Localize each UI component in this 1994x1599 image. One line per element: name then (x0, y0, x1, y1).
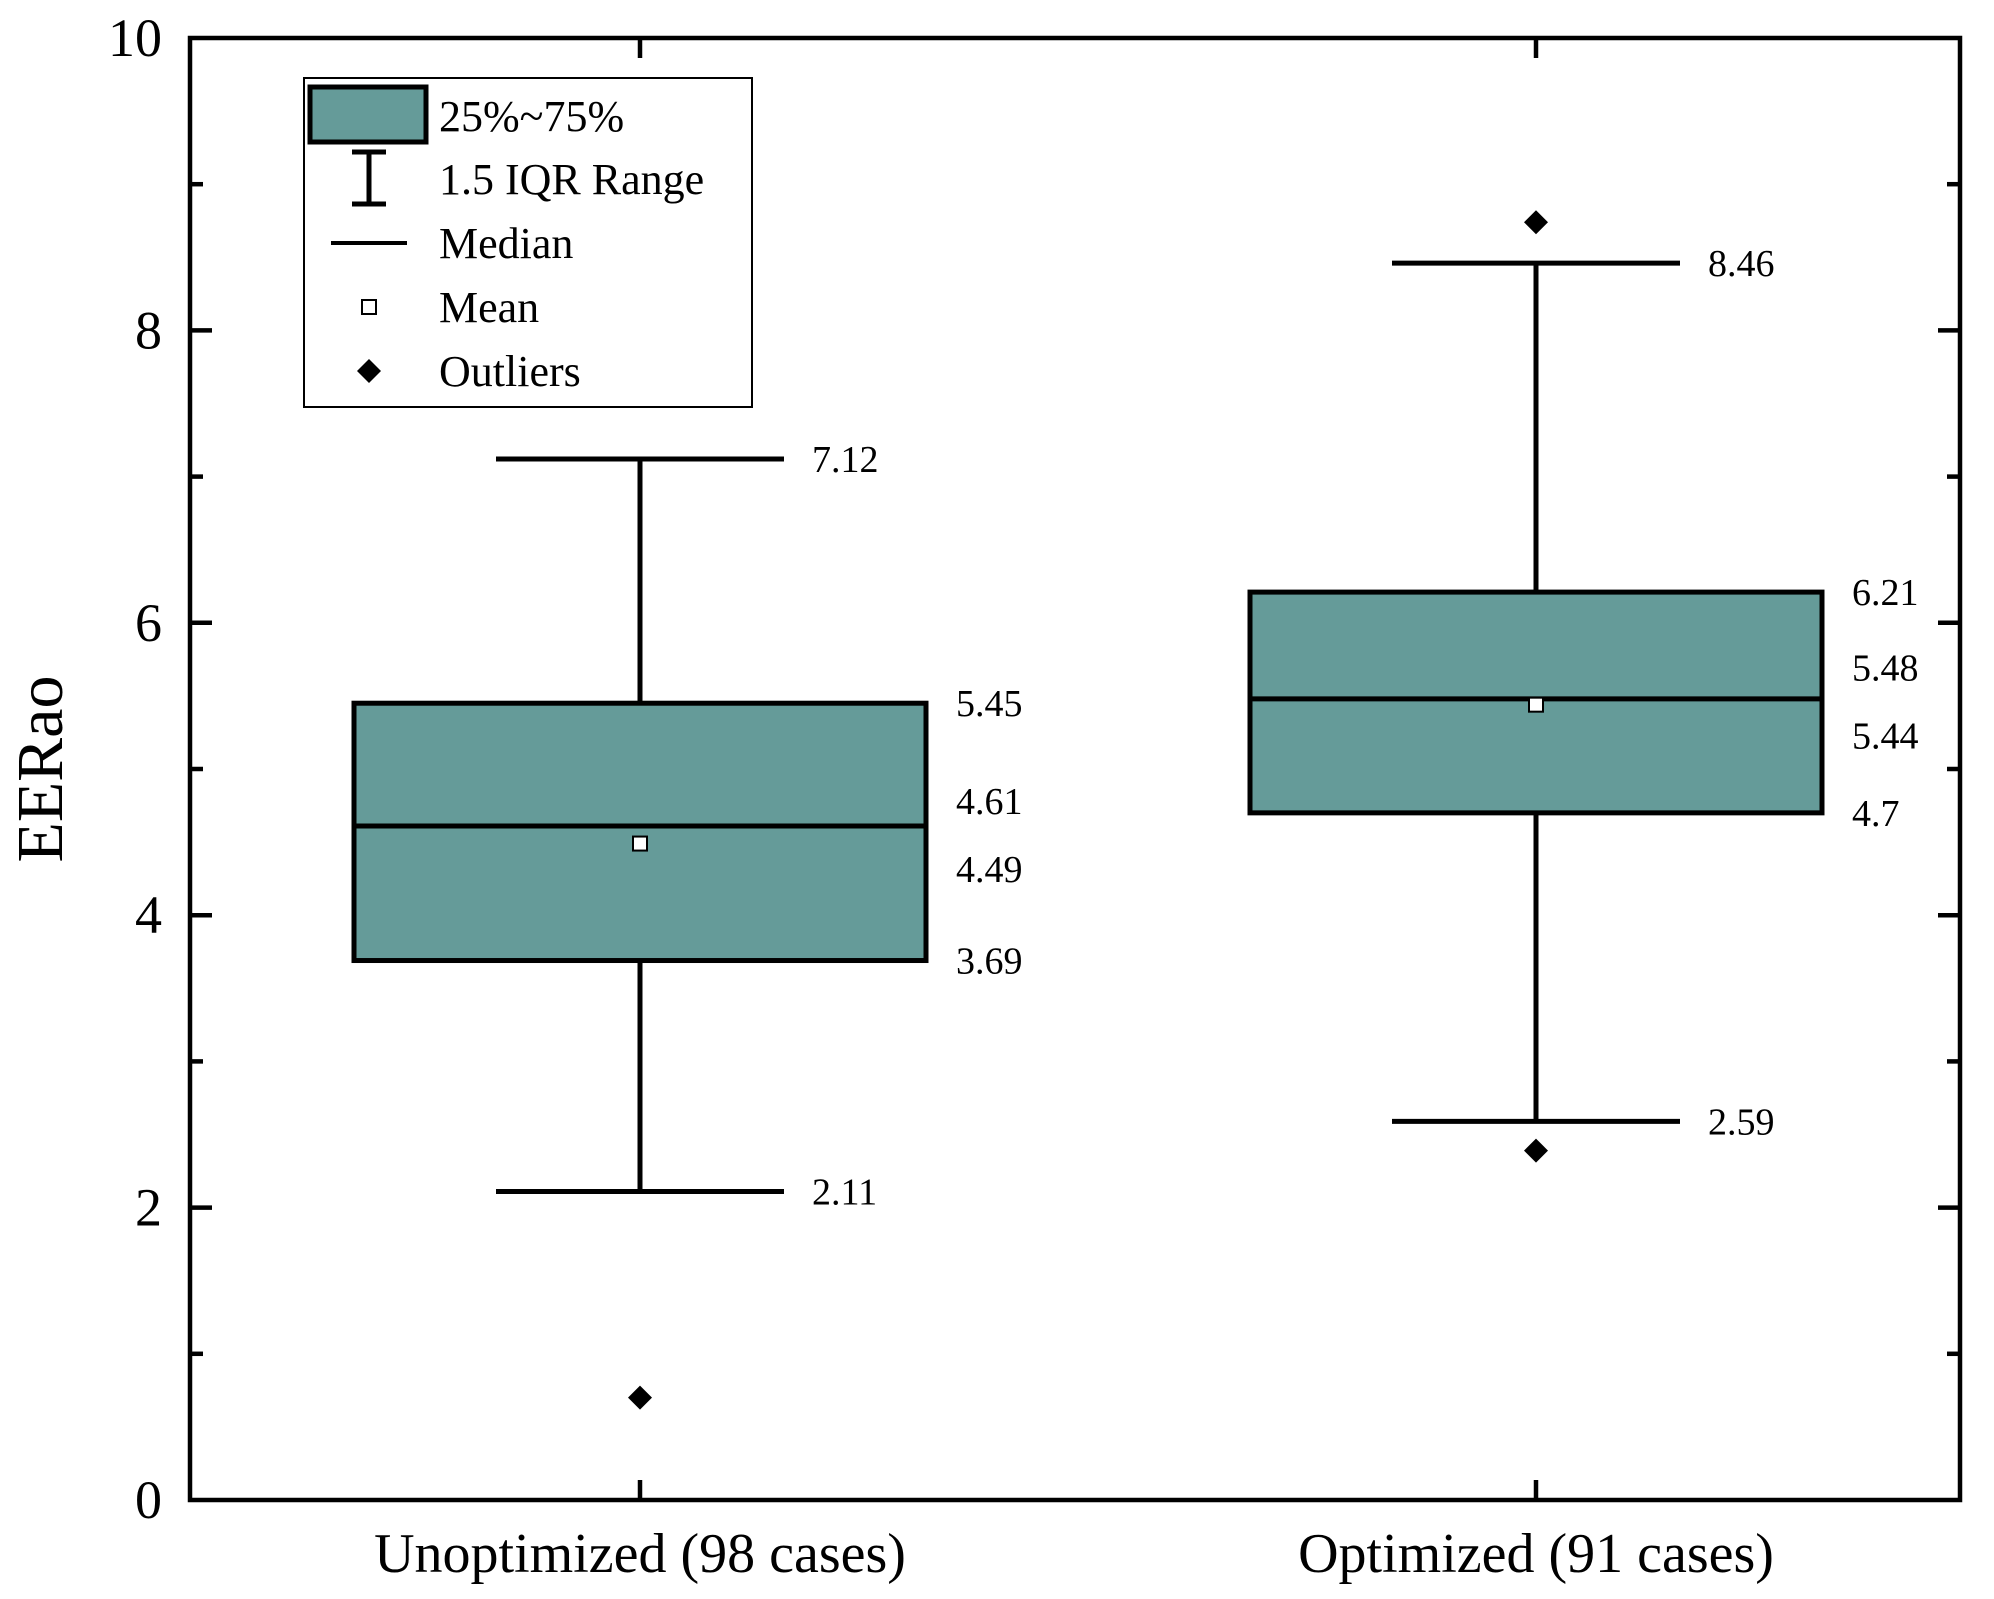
value-label-median: 4.61 (956, 781, 1023, 823)
y-tick-label: 4 (135, 885, 162, 945)
y-tick-label: 6 (135, 593, 162, 653)
legend-label: Outliers (439, 347, 581, 396)
x-category-label: Optimized (91 cases) (1298, 1523, 1774, 1585)
value-label-whisker-low: 2.59 (1708, 1101, 1775, 1143)
mean-marker (632, 835, 648, 852)
box-group: 8.46 2.59 6.21 4.7 5.48 5.44 (1247, 210, 1919, 1163)
value-label-q3: 6.21 (1852, 572, 1919, 614)
y-axis-title: EERao (4, 676, 77, 863)
y-tick-label: 2 (135, 1178, 162, 1238)
value-label-whisker-high: 7.12 (812, 439, 879, 481)
legend-label: Mean (439, 283, 539, 332)
value-label-mean: 4.49 (956, 849, 1023, 891)
legend-label: 1.5 IQR Range (439, 155, 704, 204)
legend: 25%~75% 1.5 IQR Range Median Mean Outliers (303, 77, 753, 408)
value-label-q1: 4.7 (1852, 793, 1900, 835)
y-axis: 0 2 4 6 8 10 (108, 8, 1960, 1530)
outlier-marker (1524, 1138, 1548, 1163)
outlier-marker (628, 1385, 652, 1410)
value-label-whisker-low: 2.11 (812, 1172, 877, 1214)
value-label-q3: 5.45 (956, 683, 1023, 725)
legend-label: 25%~75% (439, 92, 624, 141)
value-label-whisker-high: 8.46 (1708, 243, 1775, 285)
iqr-box (351, 700, 929, 964)
legend-label: Median (439, 219, 573, 268)
y-tick-label: 10 (108, 8, 162, 68)
boxes: 7.12 2.11 5.45 3.69 4.61 4.49 8.46 2.59 6.21 4.7 5… (351, 210, 1919, 1410)
value-label-median: 5.48 (1852, 648, 1919, 690)
x-axis: Unoptimized (98 cases) Optimized (91 case… (374, 38, 1774, 1585)
x-category-label: Unoptimized (98 cases) (374, 1523, 906, 1585)
box-group: 7.12 2.11 5.45 3.69 4.61 4.49 (351, 439, 1023, 1410)
mean-marker (1528, 696, 1544, 713)
legend-mean-swatch (361, 299, 377, 315)
value-label-mean: 5.44 (1852, 716, 1919, 758)
legend-box-swatch (307, 84, 429, 145)
y-tick-label: 8 (135, 300, 162, 360)
plot-frame (187, 35, 1963, 1503)
value-label-q1: 3.69 (956, 941, 1023, 983)
legend-outlier-swatch (357, 359, 381, 383)
y-tick-label: 0 (135, 1470, 162, 1530)
outlier-marker (1524, 210, 1548, 235)
